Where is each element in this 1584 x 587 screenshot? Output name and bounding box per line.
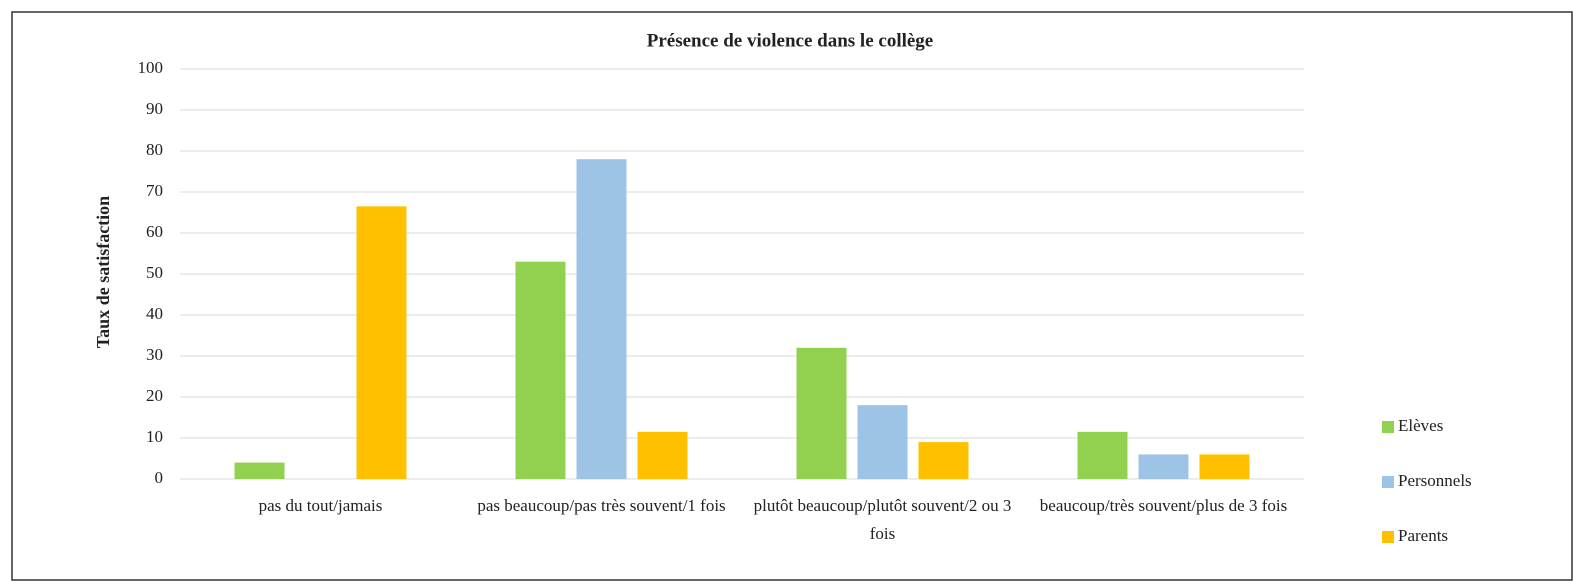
bar	[796, 347, 847, 479]
y-tick-label: 30	[146, 345, 163, 364]
bar	[1138, 454, 1189, 479]
y-axis-title: Taux de satisfaction	[93, 196, 113, 348]
legend-swatch	[1382, 421, 1394, 433]
y-tick-label: 100	[138, 58, 164, 77]
bar	[857, 405, 908, 479]
legend-swatch	[1382, 476, 1394, 488]
y-tick-label: 10	[146, 427, 163, 446]
bar	[918, 442, 969, 479]
y-tick-label: 40	[146, 304, 163, 323]
legend-swatch	[1382, 531, 1394, 543]
bar	[234, 462, 285, 479]
chart-border	[11, 11, 1573, 581]
y-tick-label: 80	[146, 140, 163, 159]
x-tick-label: plutôt beaucoup/plutôt souvent/2 ou 3 fo…	[753, 496, 1012, 543]
x-tick-label: beaucoup/très souvent/plus de 3 fois	[1039, 496, 1288, 515]
legend-label: Elèves	[1398, 416, 1443, 435]
x-tick-label: pas du tout/jamais	[258, 496, 383, 515]
bar	[1199, 454, 1250, 479]
y-tick-label: 0	[155, 468, 164, 487]
legend-label: Personnels	[1398, 471, 1472, 490]
y-tick-label: 70	[146, 181, 163, 200]
bar	[515, 261, 566, 479]
legend-label: Parents	[1398, 526, 1448, 545]
bar	[637, 431, 688, 479]
bar	[576, 159, 627, 479]
bar	[356, 206, 407, 479]
chart-title: Présence de violence dans le collège	[647, 30, 934, 51]
y-tick-label: 50	[146, 263, 163, 282]
y-tick-label: 60	[146, 222, 163, 241]
bar	[1077, 431, 1128, 479]
x-tick-label: pas beaucoup/pas très souvent/1 fois	[477, 496, 726, 515]
y-tick-label: 90	[146, 99, 163, 118]
y-tick-label: 20	[146, 386, 163, 405]
